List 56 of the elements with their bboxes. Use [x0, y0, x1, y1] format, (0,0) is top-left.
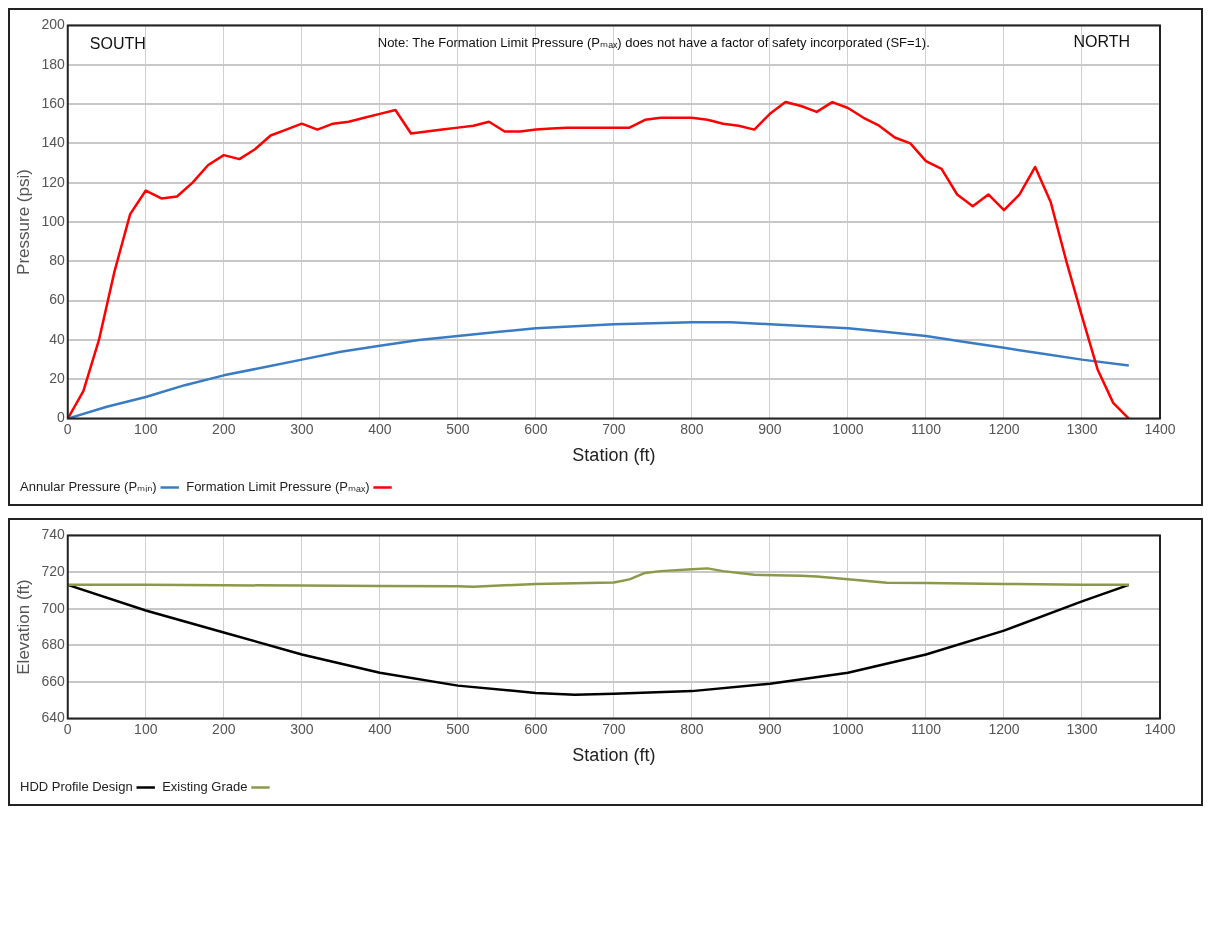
x-tick-label: 1100 — [910, 720, 942, 737]
x-tick-label: 500 — [446, 720, 470, 737]
y-tick-label: 140 — [41, 134, 65, 151]
x-tick-label: 800 — [680, 720, 704, 737]
y-tick-label: 60 — [49, 291, 65, 308]
annotation: NORTH — [1073, 33, 1130, 51]
x-tick-label: 200 — [212, 420, 236, 437]
x-tick-label: 100 — [134, 720, 158, 737]
x-tick-label: 400 — [368, 720, 392, 737]
y-axis-title: Elevation (ft) — [13, 579, 33, 675]
x-tick-label: 200 — [212, 720, 236, 737]
x-axis-title: Station (ft) — [572, 745, 656, 766]
y-tick-label: 0 — [56, 409, 65, 426]
y-tick-label: 180 — [41, 55, 65, 72]
y-tick-label: 740 — [41, 526, 65, 543]
x-tick-label: 700 — [602, 420, 626, 437]
x-tick-label: 600 — [524, 720, 548, 737]
legend-label: Annular Pressure (Pₘᵢₙ) — [20, 479, 157, 495]
legend-label: HDD Profile Design — [20, 779, 133, 795]
y-tick-label: 40 — [49, 330, 65, 347]
legend-label: Existing Grade — [162, 779, 248, 795]
x-axis-title: Station (ft) — [572, 445, 656, 466]
x-tick-label: 400 — [368, 420, 392, 437]
x-tick-label: 1300 — [1066, 420, 1098, 437]
x-tick-label: 700 — [602, 720, 626, 737]
x-tick-label: 1100 — [910, 420, 942, 437]
y-tick-label: 160 — [41, 94, 65, 111]
x-tick-label: 900 — [758, 420, 782, 437]
x-tick-label: 500 — [446, 420, 470, 437]
y-axis-title: Pressure (psi) — [13, 169, 33, 275]
x-tick-label: 1000 — [832, 420, 864, 437]
x-tick-label: 1200 — [988, 420, 1020, 437]
y-tick-label: 120 — [41, 173, 65, 190]
x-tick-label: 300 — [290, 420, 314, 437]
x-tick-label: 900 — [758, 720, 782, 737]
y-tick-label: 700 — [41, 599, 65, 616]
y-tick-label: 200 — [41, 16, 65, 33]
x-tick-label: 800 — [680, 420, 704, 437]
x-tick-label: 300 — [290, 720, 314, 737]
x-tick-label: 1300 — [1066, 720, 1098, 737]
y-tick-label: 20 — [49, 370, 65, 387]
y-tick-label: 680 — [41, 636, 65, 653]
x-tick-label: 1200 — [988, 720, 1020, 737]
y-tick-label: 80 — [49, 252, 65, 269]
x-tick-label: 1000 — [832, 720, 864, 737]
y-tick-label: 720 — [41, 562, 65, 579]
x-tick-label: 1400 — [1144, 420, 1176, 437]
x-tick-label: 1400 — [1144, 720, 1176, 737]
y-tick-label: 640 — [41, 709, 65, 726]
annotation: Note: The Formation Limit Pressure (Pₘₐₓ) does not have a factor of safety incorporated (SF=1). — [377, 35, 930, 51]
annotation: SOUTH — [89, 35, 146, 53]
legend-label: Formation Limit Pressure (Pₘₐₓ) — [186, 479, 370, 495]
x-tick-label: 600 — [524, 420, 548, 437]
y-tick-label: 660 — [41, 672, 65, 689]
y-tick-label: 100 — [41, 212, 65, 229]
x-tick-label: 100 — [134, 420, 158, 437]
